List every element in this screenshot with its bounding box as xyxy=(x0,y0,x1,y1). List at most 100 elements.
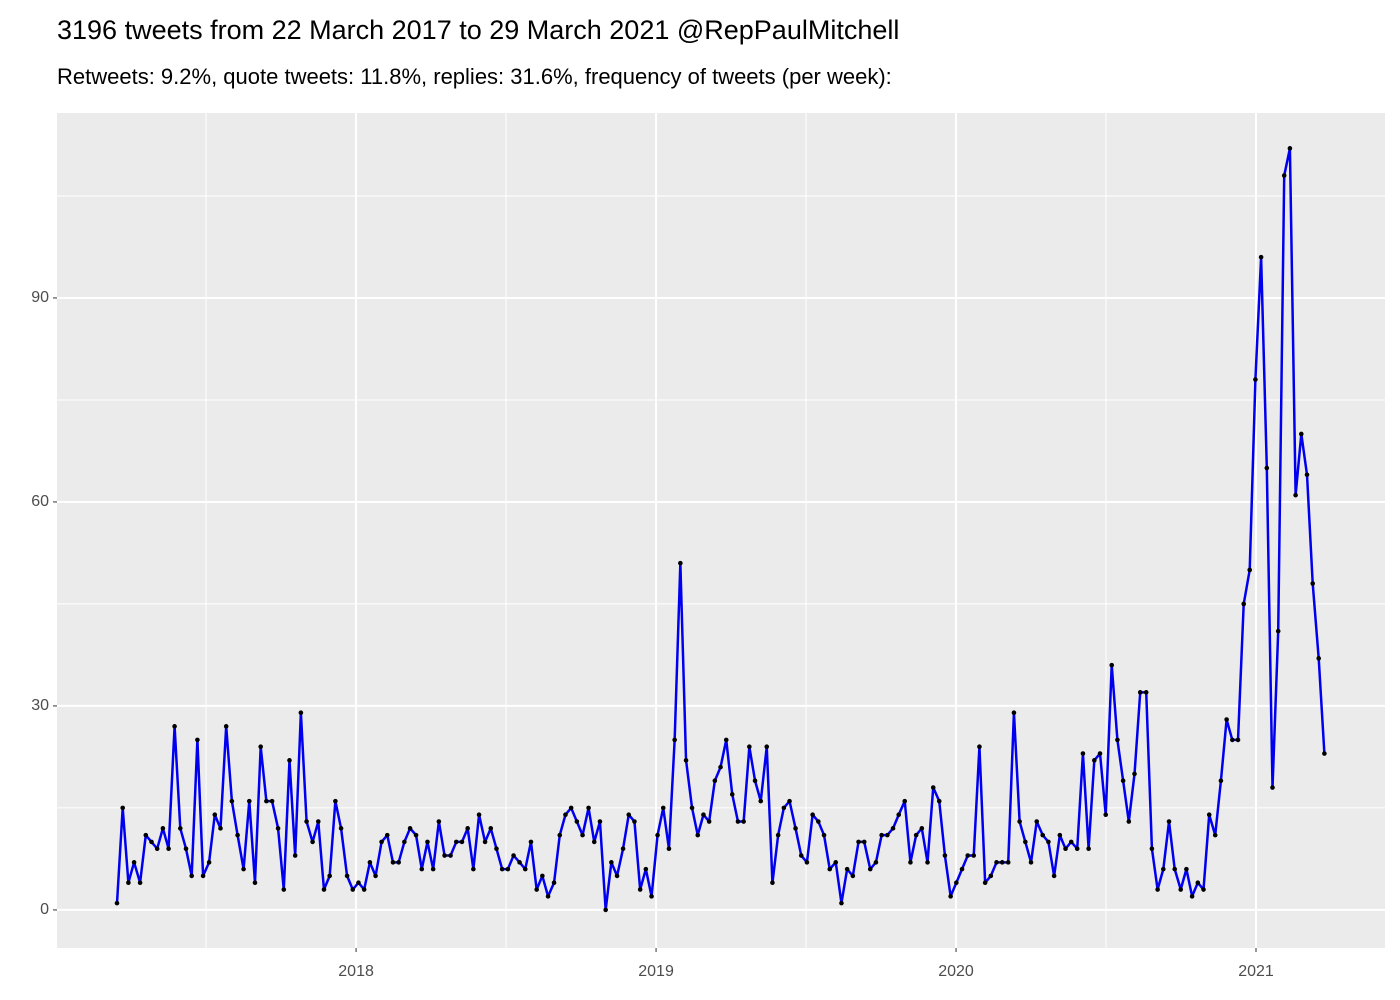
data-point xyxy=(275,826,281,831)
data-point xyxy=(442,853,447,858)
data-point xyxy=(465,826,470,831)
data-point xyxy=(436,819,442,824)
data-point xyxy=(310,839,315,845)
data-point xyxy=(1103,812,1109,818)
data-point xyxy=(689,805,695,811)
data-point xyxy=(781,805,787,811)
data-point xyxy=(1097,751,1103,756)
data-point xyxy=(1316,656,1322,661)
data-point xyxy=(1287,146,1293,151)
data-point xyxy=(747,744,752,750)
data-point xyxy=(499,866,505,872)
data-point xyxy=(1040,832,1046,838)
data-point xyxy=(212,812,218,818)
data-point xyxy=(867,866,873,872)
data-point xyxy=(1206,812,1212,818)
data-point xyxy=(1011,710,1017,716)
data-point xyxy=(1166,819,1172,824)
data-point xyxy=(764,744,770,750)
data-point xyxy=(367,860,373,865)
data-point xyxy=(718,764,723,770)
data-point xyxy=(396,860,401,865)
data-point xyxy=(994,860,999,865)
data-point xyxy=(189,873,194,879)
data-point xyxy=(327,873,332,879)
data-point xyxy=(241,866,246,872)
x-tick-label: 2019 xyxy=(638,963,674,980)
data-point xyxy=(568,805,574,811)
data-point xyxy=(269,798,275,804)
data-point xyxy=(787,798,792,804)
data-point xyxy=(120,805,125,811)
data-point xyxy=(218,826,223,831)
data-point xyxy=(729,792,735,797)
data-point xyxy=(586,805,591,811)
data-point xyxy=(1126,819,1132,824)
chart-title: 3196 tweets from 22 March 2017 to 29 Mar… xyxy=(57,15,899,45)
data-point xyxy=(706,819,712,824)
data-point xyxy=(407,826,413,831)
data-point xyxy=(1178,887,1184,892)
data-point xyxy=(999,860,1005,865)
data-point xyxy=(1247,567,1253,573)
data-point xyxy=(1149,846,1155,852)
data-point xyxy=(695,832,701,838)
data-point xyxy=(632,819,637,824)
data-point xyxy=(298,710,304,716)
data-point xyxy=(1184,866,1189,872)
data-point xyxy=(793,826,798,831)
data-point xyxy=(712,778,718,784)
data-point xyxy=(954,880,959,886)
plot-panel xyxy=(57,113,1385,948)
x-tick-label: 2018 xyxy=(338,963,374,980)
data-point xyxy=(1201,887,1206,892)
data-point xyxy=(1230,737,1235,743)
data-point xyxy=(678,560,683,566)
data-point xyxy=(603,907,608,913)
data-point xyxy=(660,805,666,811)
data-point xyxy=(350,887,356,892)
data-point xyxy=(488,826,494,831)
x-tick-label: 2020 xyxy=(938,963,974,980)
data-point xyxy=(1063,846,1068,852)
data-point xyxy=(850,873,856,879)
data-point xyxy=(517,860,522,865)
data-point xyxy=(229,798,235,804)
data-point xyxy=(1241,601,1247,607)
data-point xyxy=(1155,887,1160,892)
data-point xyxy=(206,860,212,865)
data-point xyxy=(1304,472,1310,478)
data-point xyxy=(154,846,160,852)
data-point xyxy=(528,839,534,845)
data-point xyxy=(384,832,390,838)
data-point xyxy=(1253,377,1258,382)
data-point xyxy=(965,853,971,858)
data-point xyxy=(545,894,551,899)
data-point xyxy=(413,832,419,838)
data-point xyxy=(741,819,746,824)
data-point xyxy=(183,846,189,852)
data-point xyxy=(666,846,672,852)
data-point xyxy=(511,853,516,858)
data-point xyxy=(160,826,166,831)
data-point xyxy=(172,724,177,729)
data-point xyxy=(304,819,309,824)
data-point xyxy=(471,866,476,872)
data-point xyxy=(861,839,867,845)
data-point xyxy=(1172,866,1178,872)
data-point xyxy=(1109,662,1115,668)
data-point xyxy=(919,826,925,831)
data-point xyxy=(143,832,149,838)
data-point xyxy=(1258,254,1264,260)
data-point xyxy=(735,819,741,824)
data-point xyxy=(1080,751,1086,756)
data-point xyxy=(810,812,815,818)
data-point xyxy=(1005,860,1011,865)
data-point xyxy=(373,873,378,879)
data-point xyxy=(1051,873,1057,879)
data-point xyxy=(609,860,614,865)
data-point xyxy=(1235,737,1241,743)
data-point xyxy=(476,812,482,818)
data-point xyxy=(908,860,913,865)
